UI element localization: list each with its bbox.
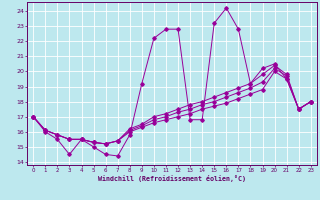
X-axis label: Windchill (Refroidissement éolien,°C): Windchill (Refroidissement éolien,°C) bbox=[98, 175, 246, 182]
